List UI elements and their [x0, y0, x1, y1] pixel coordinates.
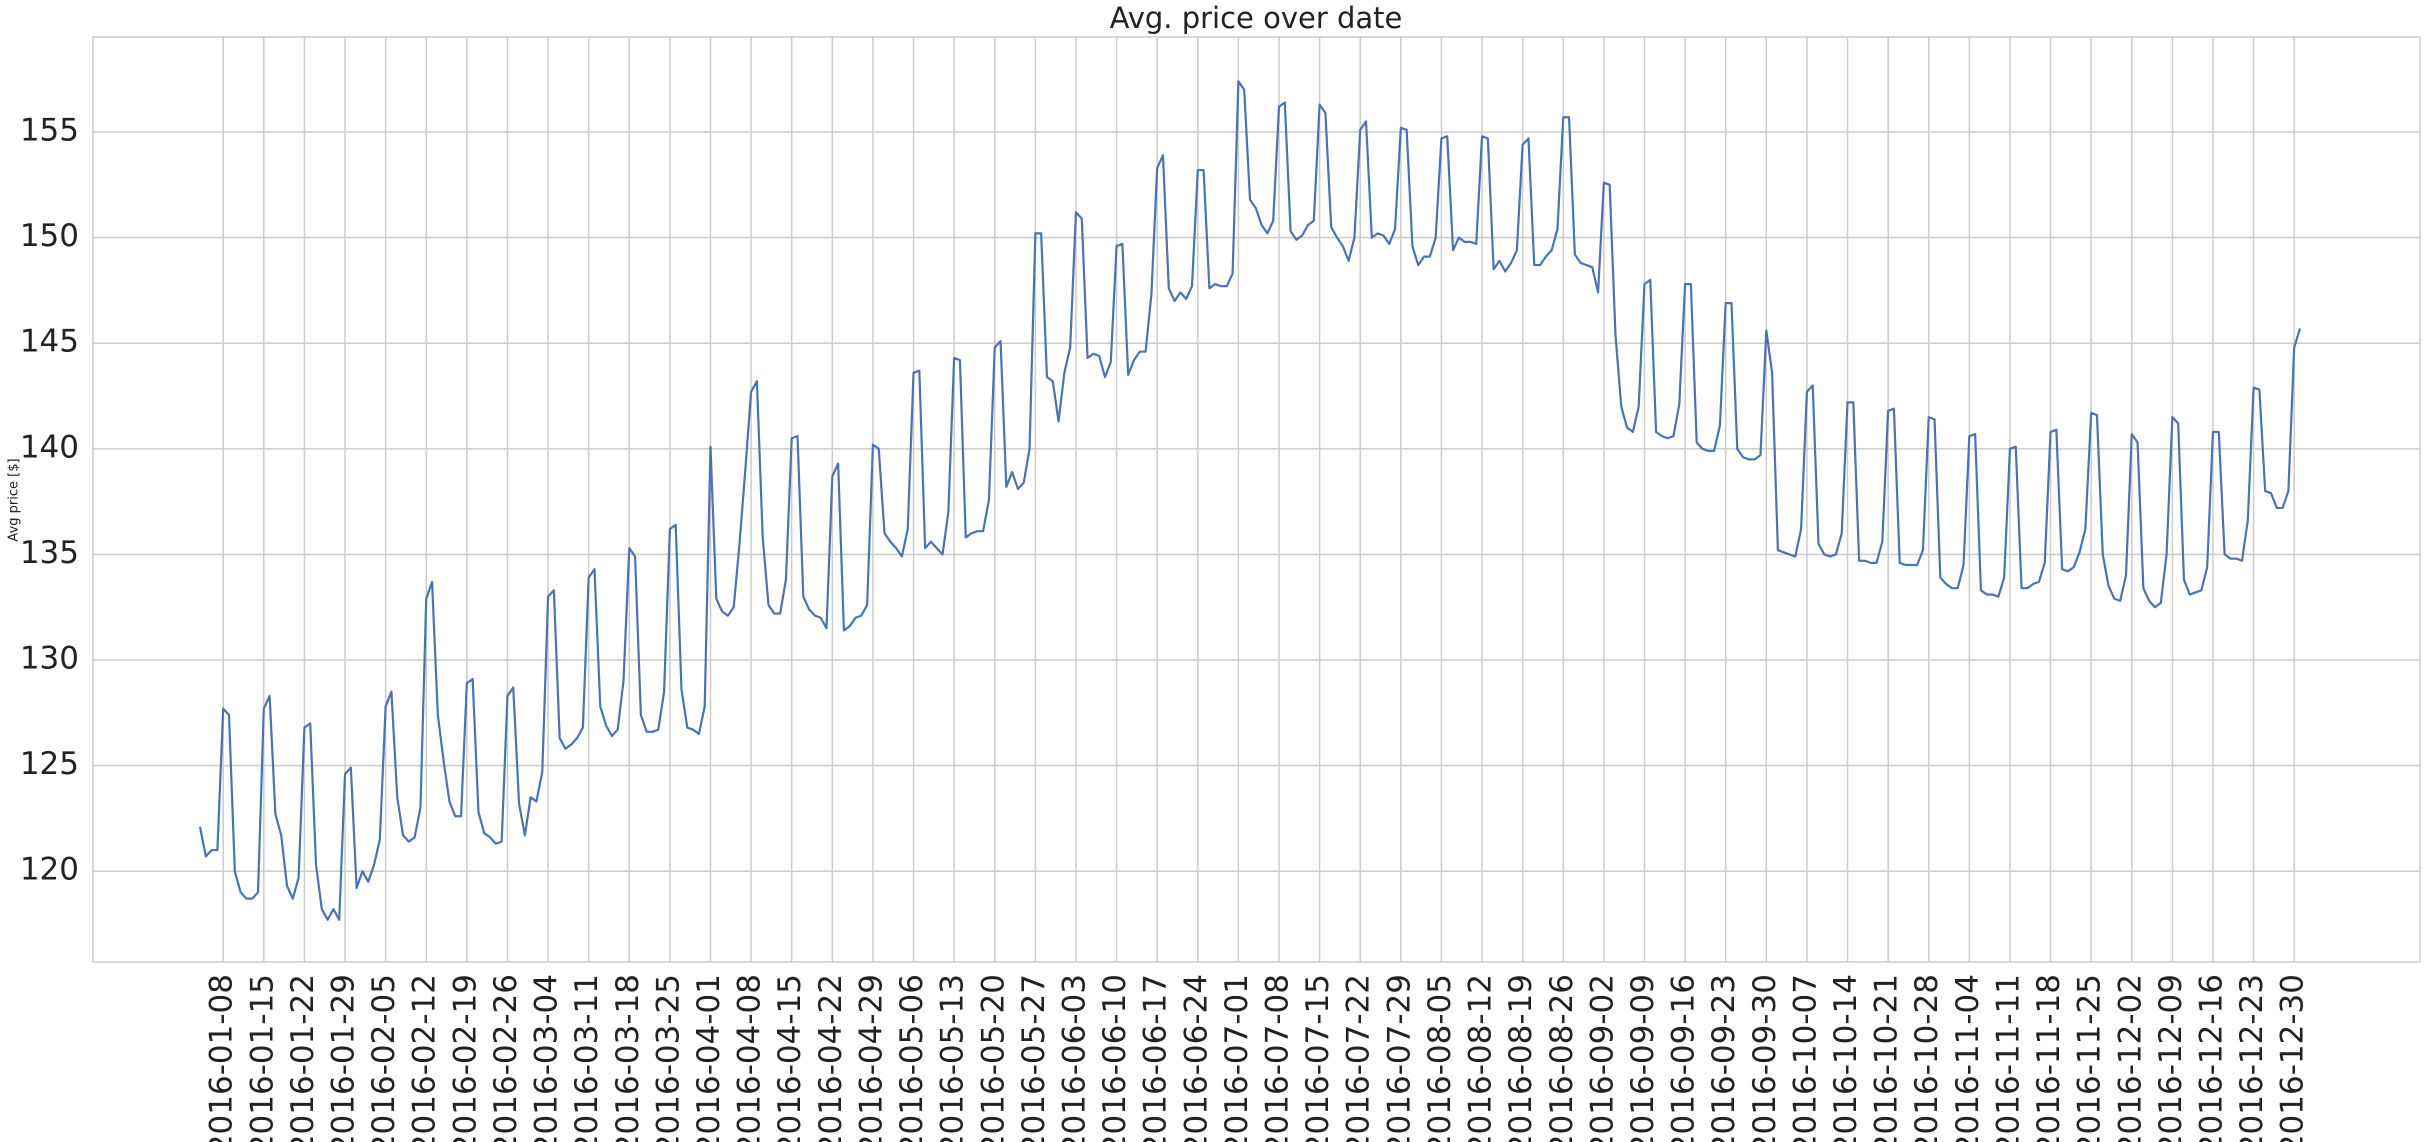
x-tick-label: 2016-01-29 [326, 974, 362, 1142]
x-tick-label: 2016-06-03 [1056, 974, 1092, 1142]
y-axis-label: Avg price [$] [7, 458, 22, 541]
x-tick-label: 2016-12-16 [2193, 974, 2229, 1142]
x-tick-label: 2016-09-30 [1747, 974, 1783, 1142]
x-tick-label: 2016-10-07 [1787, 974, 1823, 1142]
x-tick-label: 2016-04-01 [691, 974, 727, 1142]
x-tick-label: 2016-04-22 [813, 974, 849, 1142]
x-tick-label: 2016-04-15 [772, 974, 808, 1142]
x-tick-label: 2016-06-24 [1178, 974, 1214, 1142]
x-tick-label: 2016-08-12 [1463, 974, 1499, 1142]
x-tick-label: 2016-11-25 [2072, 974, 2108, 1142]
chart-title: Avg. price over date [1110, 1, 1403, 35]
x-tick-label: 2016-10-21 [1869, 974, 1905, 1142]
x-tick-label: 2016-05-27 [1016, 974, 1052, 1142]
plot-frame [92, 36, 2421, 963]
x-tick-label: 2016-03-11 [569, 974, 605, 1142]
x-tick-label: 2016-04-29 [853, 974, 889, 1142]
x-tick-label: 2016-03-25 [650, 974, 686, 1142]
x-tick-label: 2016-10-28 [1909, 974, 1945, 1142]
x-tick-label: 2016-06-10 [1097, 974, 1133, 1142]
y-tick-label: 135 [20, 535, 79, 571]
y-tick-label: 145 [20, 324, 79, 360]
x-tick-label: 2016-09-02 [1584, 974, 1620, 1142]
x-tick-label: 2016-05-13 [935, 974, 971, 1142]
x-tick-label: 2016-09-16 [1666, 974, 1702, 1142]
y-tick-label: 130 [20, 641, 79, 677]
x-tick-label: 2016-11-04 [1950, 974, 1986, 1142]
x-tick-label: 2016-09-09 [1625, 974, 1661, 1142]
x-tick-label: 2016-07-22 [1341, 974, 1377, 1142]
y-tick-label: 120 [20, 852, 79, 888]
x-tick-label: 2016-02-12 [407, 974, 443, 1142]
x-tick-label: 2016-03-18 [610, 974, 646, 1142]
x-tick-label: 2016-07-01 [1219, 974, 1255, 1142]
x-tick-label: 2016-02-26 [488, 974, 524, 1142]
x-tick-label: 2016-01-08 [204, 974, 240, 1142]
x-tick-label: 2016-12-02 [2112, 974, 2148, 1142]
x-tick-label: 2016-06-17 [1138, 974, 1174, 1142]
x-tick-label: 2016-08-05 [1422, 974, 1458, 1142]
x-tick-label: 2016-03-04 [529, 974, 565, 1142]
x-tick-label: 2016-07-15 [1300, 974, 1336, 1142]
x-tick-label: 2016-11-18 [2031, 974, 2067, 1142]
x-tick-label: 2016-02-19 [447, 974, 483, 1142]
x-tick-label: 2016-12-09 [2153, 974, 2189, 1142]
x-tick-label: 2016-12-23 [2234, 974, 2270, 1142]
y-tick-label: 150 [20, 218, 79, 254]
x-tick-label: 2016-05-06 [894, 974, 930, 1142]
y-tick-label: 155 [20, 113, 79, 149]
x-tick-label: 2016-12-30 [2275, 974, 2311, 1142]
x-tick-label: 2016-08-26 [1544, 974, 1580, 1142]
x-tick-label: 2016-01-15 [244, 974, 280, 1142]
x-tick-label: 2016-04-08 [732, 974, 768, 1142]
x-tick-label: 2016-05-20 [975, 974, 1011, 1142]
x-tick-label: 2016-01-22 [285, 974, 321, 1142]
x-tick-label: 2016-07-29 [1381, 974, 1417, 1142]
x-tick-label: 2016-09-23 [1706, 974, 1742, 1142]
x-tick-label: 2016-10-14 [1828, 974, 1864, 1142]
y-tick-label: 125 [20, 746, 79, 782]
price-line [198, 80, 2302, 921]
y-tick-label: 140 [20, 429, 79, 465]
x-tick-label: 2016-08-19 [1503, 974, 1539, 1142]
x-tick-label: 2016-11-11 [1990, 974, 2026, 1142]
x-tick-label: 2016-07-08 [1260, 974, 1296, 1142]
x-tick-label: 2016-02-05 [366, 974, 402, 1142]
